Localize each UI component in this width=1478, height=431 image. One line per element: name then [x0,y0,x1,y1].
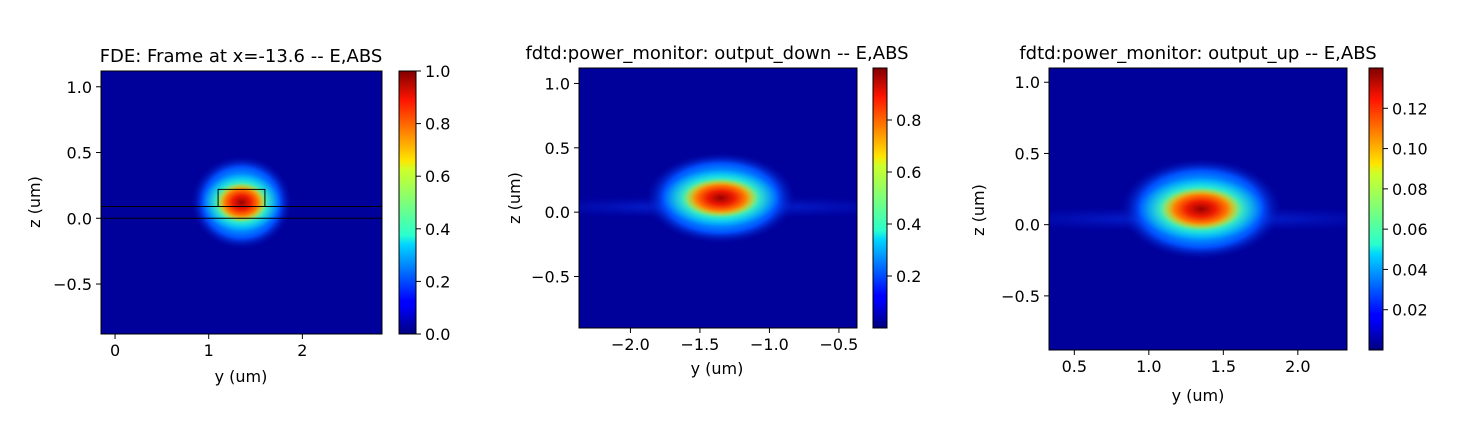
axes-frame [578,67,858,329]
y-axis-label: z (um) [969,184,988,236]
colorbar: 0.02 0.04 0.06 0.08 0.10 0.12 [1368,67,1428,351]
heatmap-plot [1049,68,1347,350]
y-tick-label: 0.5 [67,144,92,163]
axes-frame [100,70,383,335]
axes: 0.5 1.0 1.5 2.0 −0.5 0.0 0.5 1.0 [1001,67,1348,376]
x-tick-label: 2 [297,341,307,360]
x-tick-label: 0 [110,341,120,360]
x-tick-label: −1.5 [681,335,720,354]
y-tick-label: 0.0 [1015,216,1040,235]
y-axis-label: z (um) [505,172,524,224]
x-tick-label: −1.0 [750,335,789,354]
x-axis-label: y (um) [215,367,268,386]
chart-title: fdtd:power_monitor: output_up -- E,ABS [1019,43,1376,64]
y-tick-label: 0.5 [1015,144,1040,163]
colorbar-tick-label: 0.6 [896,163,921,182]
y-tick-label: −0.5 [531,268,570,287]
colorbar-gradient [1368,67,1384,351]
colorbar-tick-label: 0.2 [896,267,921,286]
colorbar-tick-label: 0.8 [896,111,921,130]
field-map [101,71,382,334]
colorbar-gradient [398,70,417,335]
x-tick-label: 1.0 [1136,357,1161,376]
colorbar-tick-label: 0.2 [425,272,450,291]
axes-frame [1048,67,1348,351]
colorbar-gradient [872,67,888,329]
axes: 0 1 2 −0.5 0.0 0.5 1.0 [53,70,383,360]
colorbar-tick-label: 0.08 [1392,180,1428,199]
x-tick-label: 2.0 [1285,357,1310,376]
panel-output-down: fdtd:power_monitor: output_down -- E,ABS… [505,43,921,378]
field-map [1049,68,1347,350]
y-axis-label: z (um) [25,176,44,228]
x-tick-label: −0.5 [820,335,859,354]
colorbar-tick-label: 0.06 [1392,220,1428,239]
colorbar-tick-label: 0.6 [425,167,450,186]
colorbar-tick-label: 0.4 [896,215,921,234]
chart-title: FDE: Frame at x=-13.6 -- E,ABS [100,46,383,67]
mode-core [1160,187,1242,231]
panel-fde-frame: FDE: Frame at x=-13.6 -- E,ABS 0 1 2 −0.5 0.… [25,46,450,386]
axes: −2.0 −1.5 −1.0 −0.5 −0.5 0.0 0.5 1.0 [531,67,859,354]
x-tick-label: −2.0 [611,335,650,354]
y-tick-label: −0.5 [1001,287,1040,306]
x-tick-label: 1 [204,341,214,360]
rib-outline [217,188,266,207]
y-tick-label: 0.0 [545,203,570,222]
mode-core [216,182,267,223]
chart-title: fdtd:power_monitor: output_down -- E,ABS [525,43,908,64]
colorbar-tick-label: 0.0 [425,325,450,344]
colorbar: 0.0 0.2 0.4 0.6 0.8 1.0 [398,62,450,344]
colorbar-tick-label: 0.4 [425,220,450,239]
field-map [579,68,857,328]
heatmap-plot [579,68,857,328]
x-axis-label: y (um) [691,359,744,378]
y-tick-label: 0.0 [67,209,92,228]
panel-output-up: fdtd:power_monitor: output_up -- E,ABS 0… [969,43,1428,405]
x-axis-label: y (um) [1172,386,1225,405]
y-tick-label: −0.5 [53,275,92,294]
colorbar-tick-label: 0.04 [1392,260,1428,279]
colorbar-tick-label: 0.12 [1392,99,1428,118]
waveguide-outline [101,188,382,219]
colorbar: 0.2 0.4 0.6 0.8 [872,67,921,329]
x-tick-label: 0.5 [1062,357,1087,376]
heatmap-plot [101,71,382,334]
mode-core [683,178,759,218]
y-tick-label: 1.0 [545,74,570,93]
y-tick-label: 0.5 [545,139,570,158]
y-tick-label: 1.0 [67,78,92,97]
colorbar-tick-label: 0.10 [1392,140,1428,159]
colorbar-tick-label: 1.0 [425,62,450,81]
y-tick-label: 1.0 [1015,73,1040,92]
colorbar-tick-label: 0.8 [425,115,450,134]
x-tick-label: 1.5 [1211,357,1236,376]
colorbar-tick-label: 0.02 [1392,301,1428,320]
